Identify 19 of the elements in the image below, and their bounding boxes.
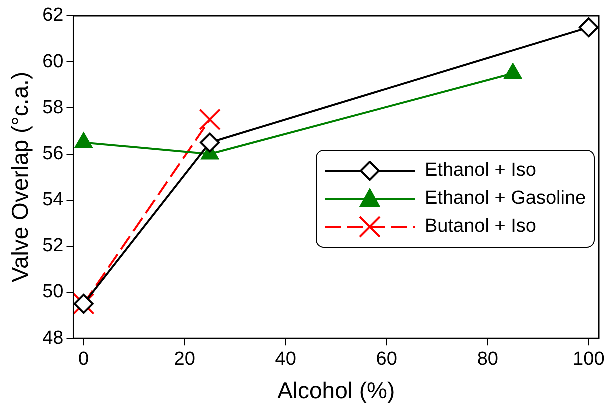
legend-label: Butanol + Iso	[425, 216, 536, 238]
y-tick-label: 62	[42, 5, 64, 26]
x-tick-label: 20	[174, 349, 196, 370]
y-tick-label: 50	[42, 282, 64, 303]
y-tick-label: 48	[42, 328, 64, 349]
y-tick-label: 56	[42, 143, 64, 164]
y-tick-label: 52	[42, 236, 64, 257]
x-tick-label: 100	[573, 349, 605, 370]
x-tick-label: 40	[275, 349, 296, 370]
y-tick-label: 60	[42, 51, 64, 72]
legend-label: Ethanol + Iso	[425, 160, 536, 182]
y-tick-label: 58	[42, 97, 64, 118]
x-axis-title: Alcohol (%)	[278, 378, 396, 404]
y-axis-title: Valve Overlap (°c.a.)	[7, 72, 34, 283]
x-tick-label: 60	[376, 349, 398, 370]
legend-label: Ethanol + Gasoline	[425, 188, 586, 210]
y-tick-label: 54	[42, 190, 64, 211]
x-tick-label: 0	[78, 349, 90, 370]
x-tick-label: 80	[477, 349, 498, 370]
